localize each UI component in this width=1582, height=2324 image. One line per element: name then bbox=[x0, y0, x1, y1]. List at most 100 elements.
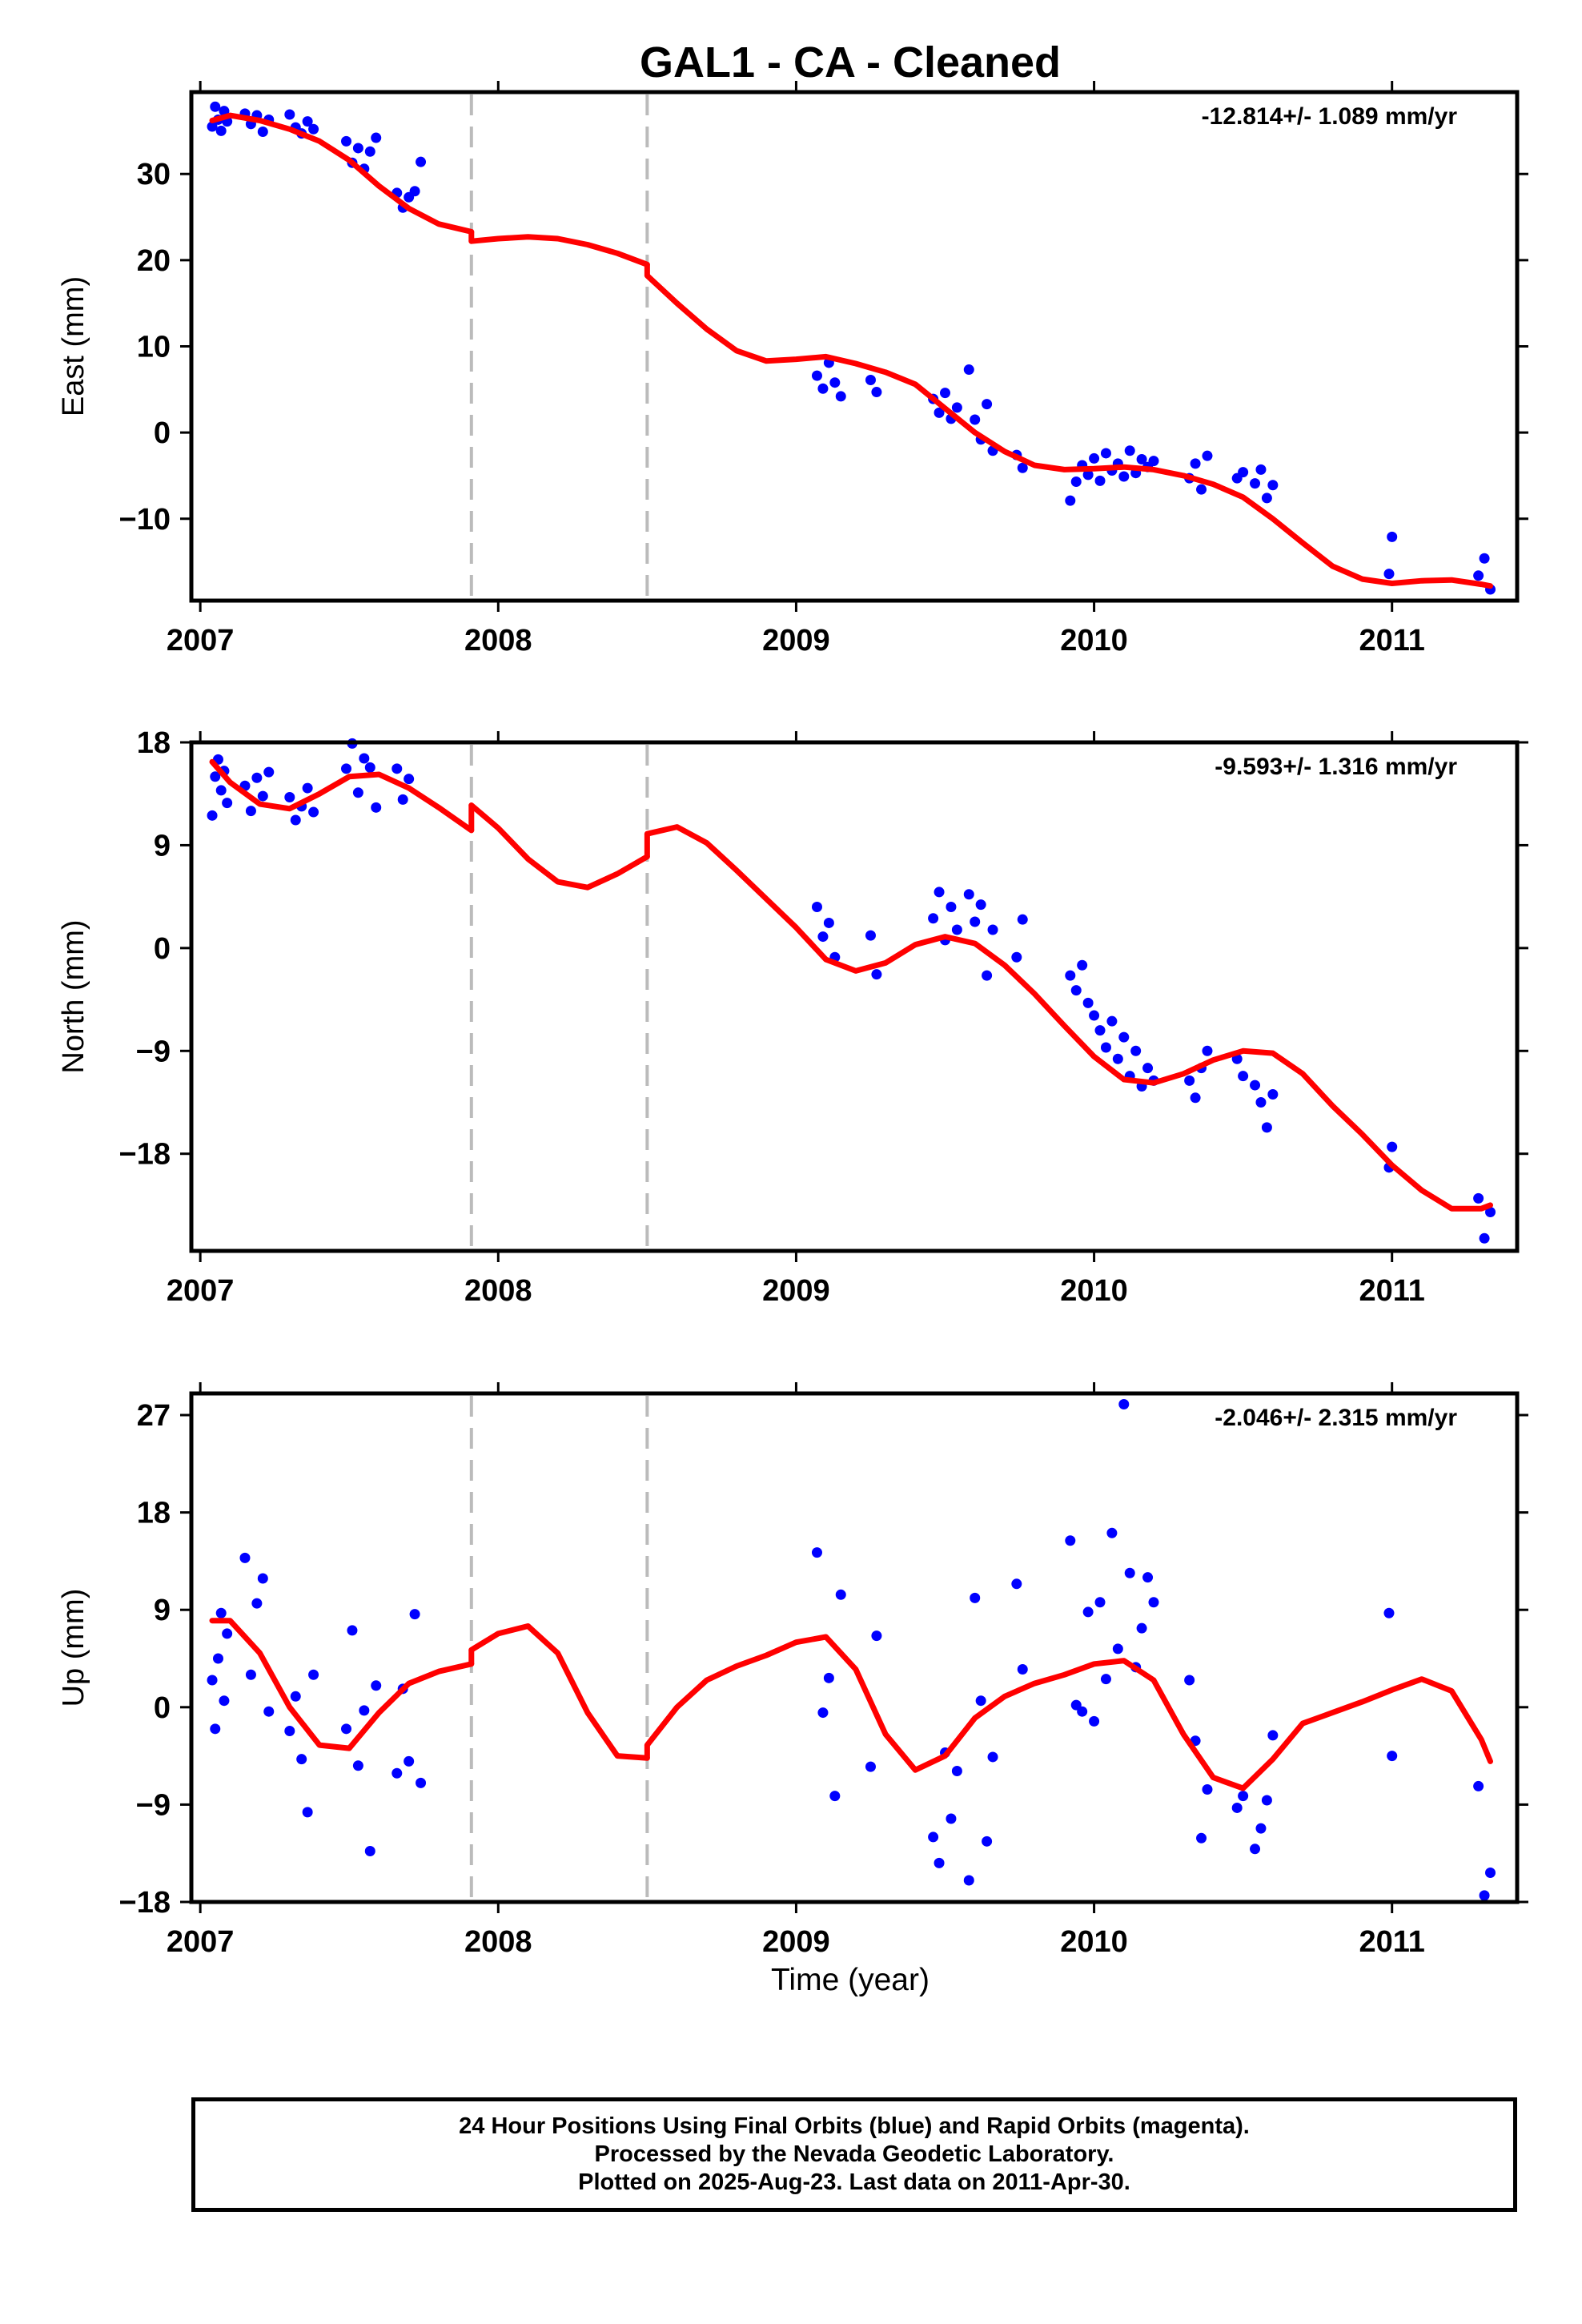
data-point bbox=[1473, 1780, 1484, 1791]
data-point bbox=[1261, 1795, 1272, 1806]
data-point bbox=[409, 1609, 420, 1620]
data-point bbox=[284, 791, 295, 802]
data-point bbox=[245, 806, 256, 817]
x-axis-label: Time (year) bbox=[771, 1963, 930, 1997]
data-point bbox=[341, 1723, 352, 1735]
data-point bbox=[1142, 1063, 1154, 1074]
data-point bbox=[371, 1680, 382, 1691]
y-tick-label: 20 bbox=[137, 244, 171, 278]
y-tick-label: −18 bbox=[119, 1886, 171, 1920]
data-point bbox=[1065, 495, 1076, 506]
data-point bbox=[1106, 1015, 1118, 1027]
data-point bbox=[371, 802, 382, 813]
data-point bbox=[1267, 1730, 1279, 1741]
data-point bbox=[865, 1761, 876, 1772]
x-tick-label: 2010 bbox=[1060, 1925, 1128, 1959]
data-point bbox=[245, 1669, 256, 1680]
data-point bbox=[371, 132, 382, 143]
model-curve-segment bbox=[209, 1618, 475, 1751]
data-point bbox=[1077, 959, 1088, 971]
data-point bbox=[951, 924, 962, 935]
north-points bbox=[207, 738, 1496, 1244]
data-point bbox=[1387, 531, 1398, 542]
x-tick-label: 2010 bbox=[1060, 1274, 1128, 1308]
data-point bbox=[1202, 450, 1213, 461]
model-curve-segment bbox=[209, 112, 475, 235]
data-point bbox=[963, 1875, 974, 1886]
data-point bbox=[817, 931, 829, 943]
model-curve-segment bbox=[644, 824, 1493, 1212]
data-point bbox=[934, 1857, 945, 1868]
data-point bbox=[308, 123, 319, 135]
data-point bbox=[1094, 475, 1106, 486]
data-point bbox=[215, 125, 227, 136]
east-rate-label: -12.814+/- 1.089 mm/yr bbox=[1202, 103, 1458, 130]
data-point bbox=[257, 127, 268, 138]
footer-line-3: Plotted on 2025-Aug-23. Last data on 201… bbox=[578, 2169, 1130, 2195]
data-point bbox=[1136, 1622, 1147, 1634]
y-tick-label: 18 bbox=[137, 726, 171, 760]
data-point bbox=[1089, 1715, 1100, 1727]
east-panel: 2007 2008 2009 2010 2011 −10 0 10 20 30 East (mm) -… bbox=[57, 81, 1528, 657]
data-point bbox=[1148, 1597, 1159, 1608]
data-point bbox=[1106, 1527, 1118, 1538]
data-point bbox=[251, 772, 263, 783]
data-point bbox=[982, 399, 993, 410]
data-point bbox=[829, 377, 841, 388]
data-point bbox=[1118, 1399, 1130, 1410]
data-point bbox=[970, 916, 981, 927]
data-point bbox=[239, 1552, 251, 1563]
data-point bbox=[982, 1835, 993, 1847]
data-point bbox=[1196, 1832, 1207, 1844]
data-point bbox=[1387, 1141, 1398, 1152]
model-curve-segment bbox=[209, 758, 475, 834]
north-rate-label: -9.593+/- 1.316 mm/yr bbox=[1215, 754, 1457, 780]
data-point bbox=[835, 391, 846, 402]
data-point bbox=[1485, 1868, 1496, 1879]
data-point bbox=[1017, 462, 1028, 473]
data-point bbox=[1100, 448, 1111, 459]
data-point bbox=[1094, 1597, 1106, 1608]
data-point bbox=[934, 407, 945, 418]
data-point bbox=[1148, 456, 1159, 467]
data-point bbox=[1142, 1572, 1154, 1583]
data-point bbox=[1070, 476, 1082, 487]
data-point bbox=[1190, 458, 1201, 469]
model-curve-segment bbox=[644, 1634, 1493, 1791]
x-tick-label: 2011 bbox=[1359, 1274, 1424, 1308]
data-point bbox=[823, 1672, 834, 1683]
data-point bbox=[928, 1831, 939, 1843]
x-tick-label: 2008 bbox=[464, 624, 532, 657]
data-point bbox=[404, 774, 415, 785]
data-point bbox=[1077, 1706, 1088, 1717]
data-point bbox=[1473, 570, 1484, 581]
data-point bbox=[987, 1751, 998, 1763]
data-point bbox=[1479, 1232, 1490, 1244]
data-point bbox=[364, 146, 375, 157]
data-point bbox=[1011, 951, 1022, 963]
data-point bbox=[982, 970, 993, 981]
data-point bbox=[308, 1669, 319, 1680]
data-point bbox=[1202, 1045, 1213, 1056]
data-point bbox=[1485, 1206, 1496, 1217]
data-point bbox=[416, 1777, 427, 1788]
east-frame bbox=[189, 90, 1520, 603]
data-point bbox=[1383, 569, 1395, 580]
data-point bbox=[404, 1755, 415, 1767]
data-point bbox=[219, 1695, 230, 1707]
y-tick-label: 0 bbox=[154, 1691, 171, 1725]
data-point bbox=[409, 186, 420, 197]
data-point bbox=[1479, 553, 1490, 564]
data-point bbox=[1100, 1674, 1111, 1685]
data-point bbox=[352, 143, 363, 154]
data-point bbox=[207, 121, 218, 132]
up-panel: 2007 2008 2009 2010 2011 −18 −9 0 9 18 27 Up (mm) -2… bbox=[57, 1382, 1528, 1959]
east-y-axis-label: East (mm) bbox=[57, 276, 90, 416]
data-point bbox=[1238, 1071, 1249, 1082]
east-points bbox=[207, 101, 1496, 595]
up-rate-label: -2.046+/- 2.315 mm/yr bbox=[1215, 1405, 1457, 1431]
y-tick-label: 27 bbox=[137, 1399, 171, 1433]
x-tick-label: 2011 bbox=[1359, 1925, 1424, 1959]
data-point bbox=[1387, 1751, 1398, 1762]
